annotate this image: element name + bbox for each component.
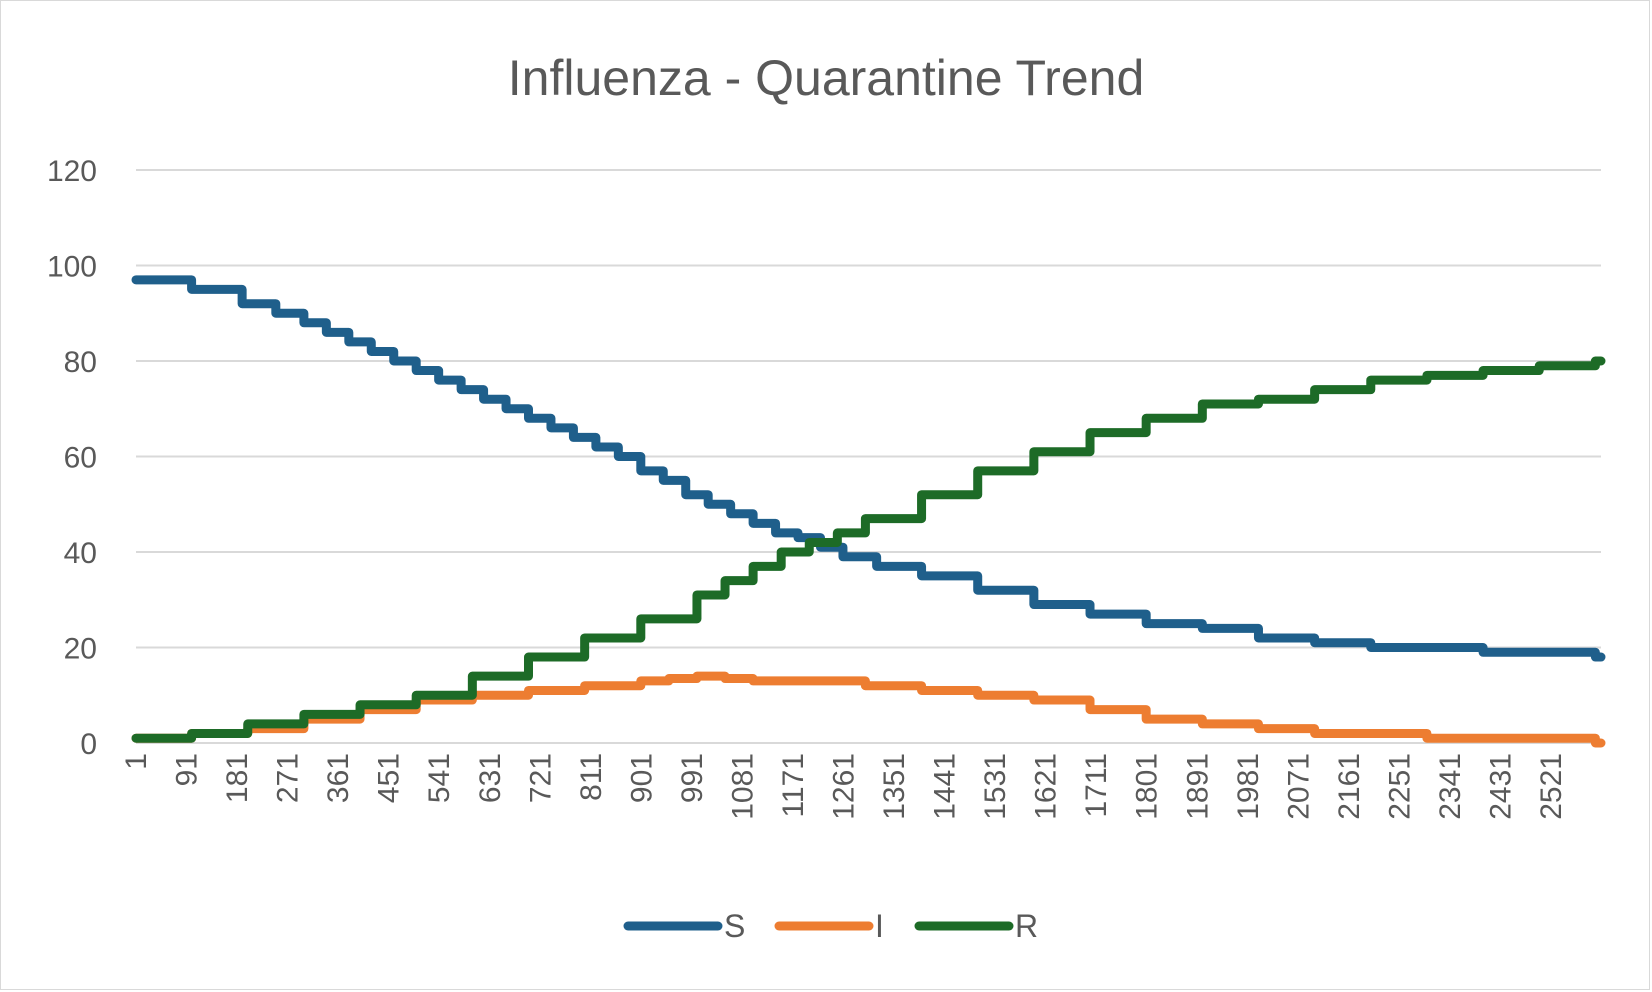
gridlines [136,169,1601,744]
x-tick-label: 1621 [1030,753,1063,820]
x-tick-label: 361 [322,753,355,803]
x-axis-tick-labels: 1 91 181 271 361 451 541 631 721 811 901 991 1081 117… [120,753,1568,820]
y-tick-label: 40 [64,537,97,570]
legend-label-i: I [875,908,884,944]
series-line-s [131,275,1606,662]
series-lines [131,275,1606,748]
x-tick-label: 901 [625,753,658,803]
legend-label-s: S [724,908,745,944]
x-tick-label: 91 [171,753,204,786]
y-tick-label: 0 [80,728,97,761]
x-tick-label: 1801 [1131,753,1164,820]
x-tick-label: 2521 [1535,753,1568,820]
x-tick-label: 1171 [777,753,810,818]
y-tick-label: 20 [64,633,97,666]
x-tick-label: 271 [272,753,305,803]
y-tick-label: 100 [47,251,97,284]
x-tick-label: 2341 [1434,753,1467,820]
x-tick-label: 1441 [929,753,962,820]
x-tick-label: 1 [120,753,153,770]
x-tick-label: 991 [676,753,709,803]
y-tick-label: 80 [64,346,97,379]
chart-title: Influenza - Quarantine Trend [508,50,1145,106]
x-tick-label: 1891 [1181,753,1214,820]
x-tick-label: 721 [524,753,557,803]
legend-label-r: R [1015,908,1038,944]
x-tick-label: 1981 [1232,753,1265,820]
x-tick-label: 1531 [979,753,1012,820]
x-tick-label: 2071 [1282,753,1315,820]
x-tick-label: 181 [221,753,254,803]
x-tick-label: 451 [373,753,406,803]
y-tick-label: 120 [47,155,97,188]
x-tick-label: 541 [423,753,456,803]
x-tick-label: 2251 [1383,753,1416,820]
x-tick-label: 1711 [1080,753,1113,818]
x-tick-label: 1351 [878,753,911,820]
x-tick-label: 1081 [726,753,759,820]
x-tick-label: 1261 [828,753,861,820]
series-line-r [131,356,1606,743]
x-tick-label: 631 [474,753,507,803]
x-tick-label: 2431 [1484,753,1517,820]
y-tick-label: 60 [64,442,97,475]
y-axis-tick-labels: 0 20 40 60 80 100 120 [47,155,97,761]
x-tick-label: 811 [575,753,608,801]
series-line-i [131,671,1606,748]
x-tick-label: 2161 [1333,753,1366,820]
